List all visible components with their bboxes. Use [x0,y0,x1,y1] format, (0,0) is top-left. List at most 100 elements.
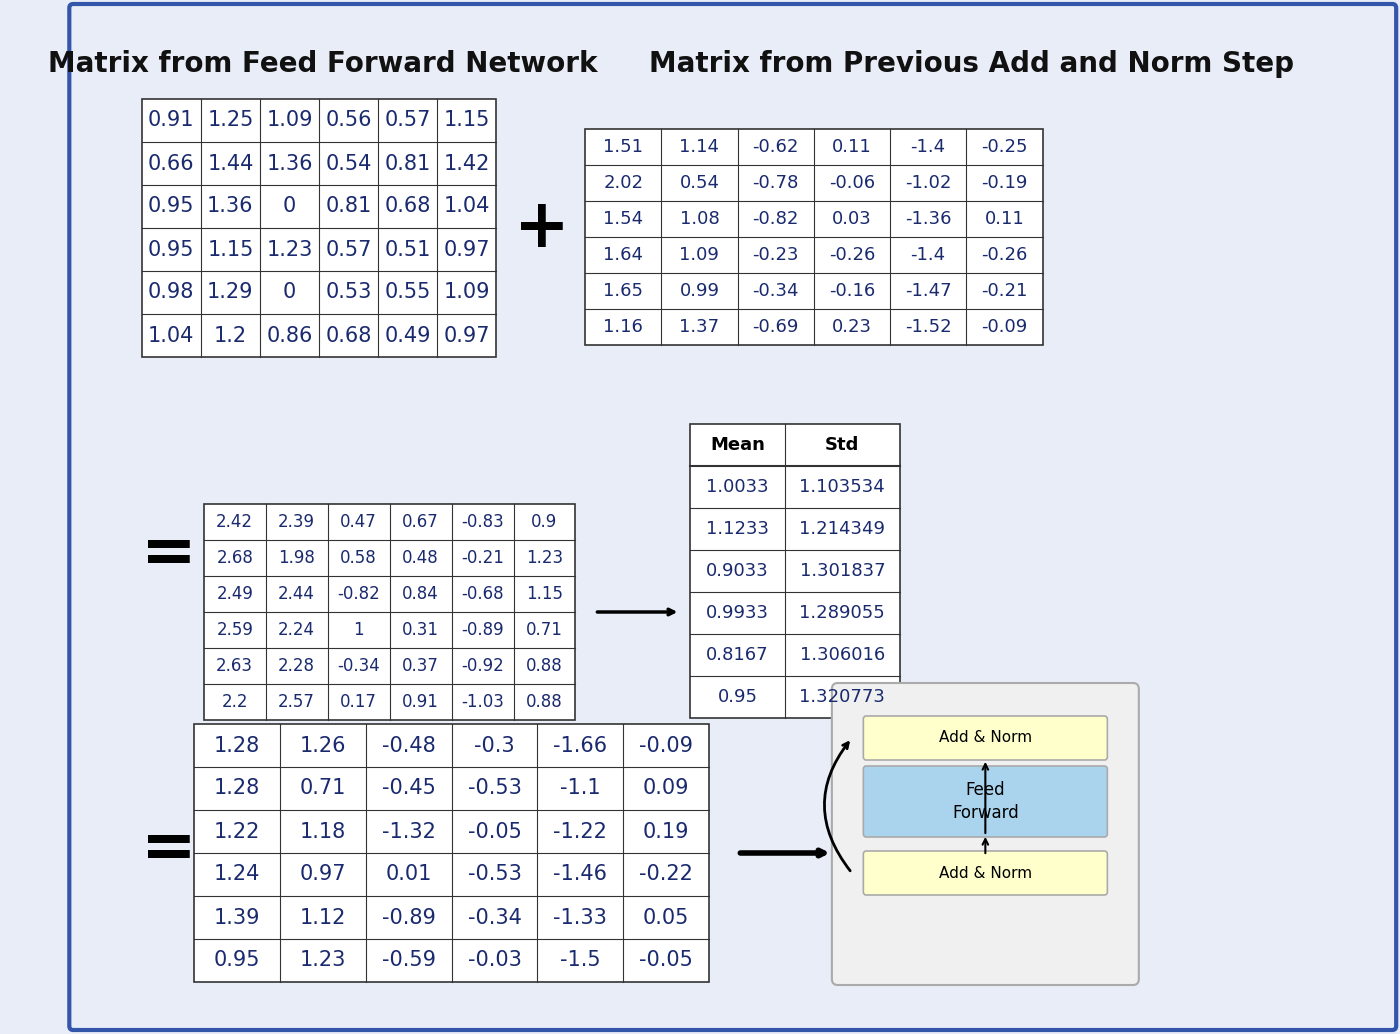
Text: 0.97: 0.97 [444,240,490,260]
Text: Add & Norm: Add & Norm [939,730,1032,746]
Text: -0.03: -0.03 [468,950,521,971]
Bar [195,724,708,982]
Text: 1.320773: 1.320773 [799,688,885,706]
Text: 1.36: 1.36 [207,196,253,216]
Text: 0.97: 0.97 [444,326,490,345]
Text: 1.1233: 1.1233 [706,520,769,538]
Text: 1.23: 1.23 [300,950,346,971]
Text: -0.3: -0.3 [475,735,515,756]
Text: Mean: Mean [710,436,764,454]
Text: 0.71: 0.71 [526,621,563,639]
Text: -0.26: -0.26 [981,246,1028,264]
Text: -0.89: -0.89 [461,621,504,639]
Text: 0.67: 0.67 [402,513,440,531]
Text: 1.28: 1.28 [214,735,260,756]
Text: 0.99: 0.99 [679,282,720,300]
Text: 0.31: 0.31 [402,621,440,639]
Text: 0.88: 0.88 [526,657,563,675]
FancyBboxPatch shape [832,683,1138,985]
Text: -1.32: -1.32 [382,821,435,842]
Text: 1.214349: 1.214349 [799,520,885,538]
Text: -1.22: -1.22 [553,821,608,842]
Text: 2.42: 2.42 [216,513,253,531]
Text: -1.4: -1.4 [910,246,946,264]
Text: 0.66: 0.66 [148,153,195,174]
Text: 0.71: 0.71 [300,779,346,798]
Text: -0.34: -0.34 [468,908,521,927]
Text: 0.17: 0.17 [340,693,377,711]
Text: 0.9: 0.9 [532,513,557,531]
Text: -0.53: -0.53 [468,864,521,884]
Text: -1.52: -1.52 [904,318,952,336]
Text: 1.36: 1.36 [266,153,312,174]
Text: 0.23: 0.23 [832,318,872,336]
Text: 0.48: 0.48 [402,549,440,567]
Text: 0.01: 0.01 [385,864,431,884]
Text: 0.95: 0.95 [148,196,195,216]
Text: 1.04: 1.04 [444,196,490,216]
Text: -0.34: -0.34 [752,282,799,300]
Text: 1.18: 1.18 [300,821,346,842]
Text: 1.39: 1.39 [214,908,260,927]
Text: -0.68: -0.68 [461,585,504,603]
Text: -0.69: -0.69 [752,318,799,336]
Text: 0.05: 0.05 [643,908,689,927]
Text: 1.15: 1.15 [526,585,563,603]
Text: =: = [140,521,196,587]
Text: -0.06: -0.06 [829,174,875,192]
Text: 0.95: 0.95 [718,688,757,706]
Text: 0.98: 0.98 [148,282,195,303]
Text: -0.82: -0.82 [752,210,799,229]
Text: 1.15: 1.15 [444,111,490,130]
Text: 2.49: 2.49 [216,585,253,603]
Text: 0.37: 0.37 [402,657,440,675]
Text: -0.23: -0.23 [752,246,799,264]
Text: 0: 0 [283,282,297,303]
Text: 2.28: 2.28 [279,657,315,675]
Text: 1.16: 1.16 [603,318,643,336]
Text: 1.08: 1.08 [679,210,720,229]
Text: 1.103534: 1.103534 [799,478,885,496]
Text: 1.2: 1.2 [214,326,246,345]
Text: -0.26: -0.26 [829,246,875,264]
Text: 0.91: 0.91 [402,693,440,711]
Text: Matrix from Previous Add and Norm Step: Matrix from Previous Add and Norm Step [648,50,1294,78]
Text: 0.8167: 0.8167 [706,646,769,664]
Text: 0.88: 0.88 [526,693,563,711]
Text: 1.09: 1.09 [679,246,720,264]
Text: 0.81: 0.81 [325,196,372,216]
Text: -1.66: -1.66 [553,735,608,756]
Text: -0.34: -0.34 [337,657,379,675]
Text: Feed
Forward: Feed Forward [952,781,1019,822]
FancyBboxPatch shape [70,4,1396,1030]
Text: -1.03: -1.03 [461,693,504,711]
Text: 2.39: 2.39 [279,513,315,531]
Text: 1.23: 1.23 [526,549,563,567]
Text: Matrix from Feed Forward Network: Matrix from Feed Forward Network [48,50,598,78]
Text: 1.04: 1.04 [148,326,195,345]
Text: 1.29: 1.29 [207,282,253,303]
Text: -0.89: -0.89 [382,908,435,927]
Text: -1.33: -1.33 [553,908,608,927]
Text: 0.09: 0.09 [643,779,689,798]
Text: 1.22: 1.22 [214,821,260,842]
Text: -0.25: -0.25 [981,138,1028,156]
Text: 0.54: 0.54 [679,174,720,192]
Text: -0.21: -0.21 [981,282,1028,300]
Text: 0.11: 0.11 [832,138,872,156]
Text: 1.14: 1.14 [679,138,720,156]
Text: 1.09: 1.09 [444,282,490,303]
Text: -1.36: -1.36 [904,210,952,229]
Text: 1.15: 1.15 [207,240,253,260]
Text: 0.57: 0.57 [325,240,372,260]
FancyBboxPatch shape [864,851,1107,895]
Text: -1.1: -1.1 [560,779,601,798]
Text: 1.54: 1.54 [603,210,643,229]
Text: 0.58: 0.58 [340,549,377,567]
Text: 2.68: 2.68 [216,549,253,567]
Text: 2.2: 2.2 [221,693,248,711]
Text: 0.86: 0.86 [266,326,312,345]
FancyBboxPatch shape [864,766,1107,837]
Text: 0.95: 0.95 [214,950,260,971]
Text: 2.63: 2.63 [216,657,253,675]
